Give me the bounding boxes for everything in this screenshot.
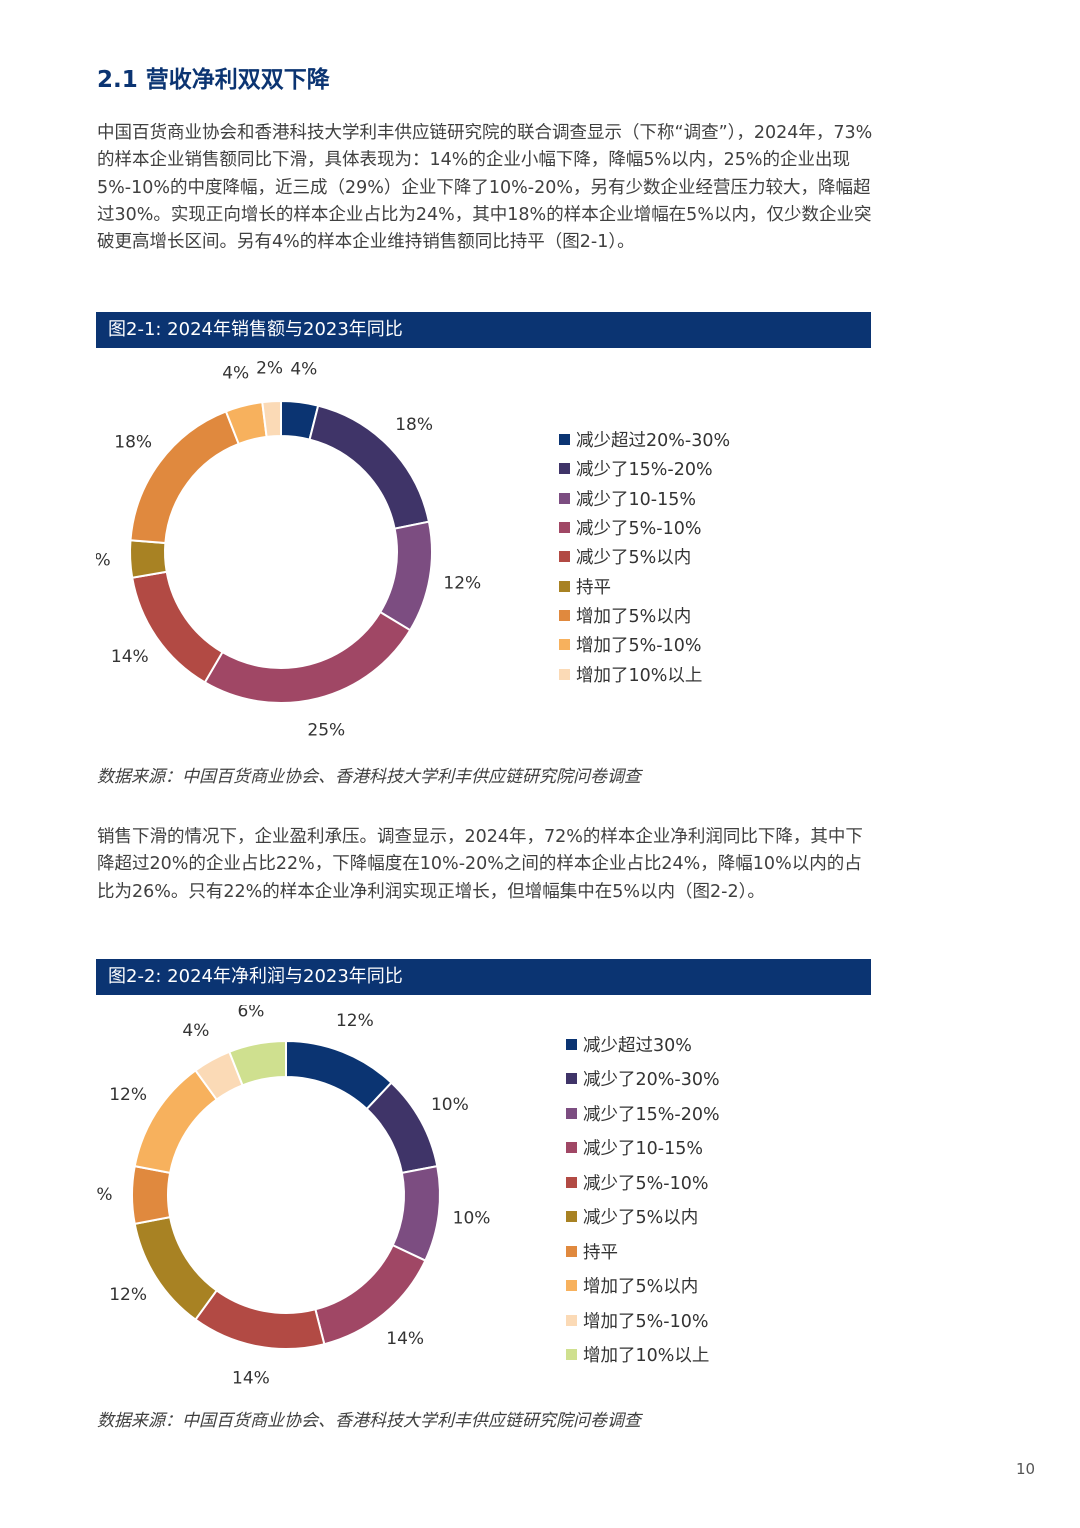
legend-swatch bbox=[566, 1073, 577, 1085]
legend-item: 减少了10-15% bbox=[566, 1131, 720, 1166]
donut-slice bbox=[391, 1164, 441, 1262]
legend-item: 减少了5%-10% bbox=[566, 1165, 720, 1200]
slice-value-label: 12% bbox=[109, 1285, 147, 1305]
slice-value-label: 12% bbox=[336, 1011, 374, 1031]
legend-item: 增加了5%以内 bbox=[559, 601, 730, 630]
legend-label: 持平 bbox=[583, 1242, 618, 1263]
slice-value-label: 10% bbox=[453, 1208, 491, 1228]
legend-swatch bbox=[566, 1038, 577, 1050]
legend-label: 减少了5%以内 bbox=[583, 1208, 699, 1229]
legend-item: 减少了5%以内 bbox=[559, 542, 730, 571]
donut-slice bbox=[378, 520, 433, 632]
legend-item: 增加了5%-10% bbox=[559, 630, 730, 659]
slice-value-label: 10% bbox=[431, 1095, 469, 1115]
legend-label: 减少了10-15% bbox=[583, 1139, 703, 1160]
donut-slice bbox=[261, 399, 282, 439]
donut-slice bbox=[203, 610, 412, 704]
legend-swatch bbox=[566, 1314, 577, 1326]
legend-label: 增加了5%-10% bbox=[576, 636, 702, 657]
slice-value-label: 4% bbox=[182, 1021, 209, 1041]
legend-label: 减少了5%以内 bbox=[576, 548, 692, 569]
legend-label: 减少了5%-10% bbox=[583, 1173, 709, 1194]
legend-label: 减少了15%-20% bbox=[576, 460, 713, 481]
section-heading: 2.1 营收净利双双下降 bbox=[97, 67, 330, 93]
donut-chart-profit: 12% 10% 10% 14% 14% 12% 6% 12% 4% 6% bbox=[96, 1005, 491, 1389]
slice-value-label: 14% bbox=[232, 1369, 270, 1389]
legend-swatch bbox=[566, 1176, 577, 1188]
slice-value-label: 25% bbox=[307, 720, 345, 740]
legend-swatch bbox=[559, 580, 570, 592]
slice-value-label: 14% bbox=[386, 1329, 424, 1349]
slice-value-label: 18% bbox=[114, 432, 152, 452]
legend-swatch bbox=[559, 609, 570, 621]
donut-chart-sales: 4% 18% 12% 25% 14% 4% 18% 4% 2% bbox=[96, 358, 481, 740]
slice-value-label: 4% bbox=[96, 551, 111, 571]
legend-swatch bbox=[559, 522, 570, 534]
slice-value-label: 6% bbox=[96, 1185, 112, 1205]
legend-swatch bbox=[559, 551, 570, 563]
legend-swatch bbox=[559, 639, 570, 651]
legend-item: 持平 bbox=[566, 1234, 720, 1269]
legend-label: 持平 bbox=[576, 577, 611, 598]
legend-label: 减少了5%-10% bbox=[576, 519, 702, 540]
legend-item: 减少了15%-20% bbox=[559, 454, 730, 483]
slice-value-label: 2% bbox=[256, 358, 283, 378]
legend-swatch bbox=[566, 1280, 577, 1292]
legend-item: 减少了10-15% bbox=[559, 484, 730, 513]
donut-slice bbox=[365, 1081, 439, 1175]
slice-value-label: 18% bbox=[395, 415, 433, 435]
legend-swatch bbox=[566, 1142, 577, 1154]
slice-value-label: 4% bbox=[290, 359, 317, 379]
legend-profit: 减少超过30% 减少了20%-30% 减少了15%-20% 减少了10-15% 减少了5… bbox=[566, 1027, 720, 1372]
donut-slice bbox=[228, 1039, 287, 1087]
legend-sales: 减少超过20%-30% 减少了15%-20% 减少了10-15% 减少了5%-10% 减… bbox=[559, 425, 730, 689]
legend-swatch bbox=[559, 434, 570, 446]
source-note-1: 数据来源：中国百货商业协会、香港科技大学利丰供应链研究院问卷调查 bbox=[97, 767, 641, 787]
legend-label: 增加了10%以上 bbox=[576, 665, 703, 686]
legend-item: 增加了10%以上 bbox=[566, 1338, 720, 1373]
donut-slice bbox=[131, 1164, 172, 1226]
legend-label: 减少了15%-20% bbox=[583, 1104, 720, 1125]
figure-2-2-title-bar: 图2-2: 2024年净利润与2023年同比 bbox=[96, 959, 871, 995]
legend-label: 增加了10%以上 bbox=[583, 1346, 710, 1367]
legend-swatch bbox=[566, 1245, 577, 1257]
legend-item: 减少超过20%-30% bbox=[559, 425, 730, 454]
legend-swatch bbox=[559, 668, 570, 680]
slice-value-label: 12% bbox=[443, 573, 481, 593]
legend-item: 减少了5%以内 bbox=[566, 1200, 720, 1235]
legend-item: 减少了5%-10% bbox=[559, 513, 730, 542]
donut-slice bbox=[129, 539, 168, 579]
source-note-2: 数据来源：中国百货商业协会、香港科技大学利丰供应链研究院问卷调查 bbox=[97, 1411, 641, 1431]
legend-item: 减少超过30% bbox=[566, 1027, 720, 1062]
legend-item: 增加了5%以内 bbox=[566, 1269, 720, 1304]
legend-label: 减少超过30% bbox=[583, 1035, 692, 1056]
slice-value-label: 4% bbox=[222, 364, 249, 384]
legend-label: 增加了5%-10% bbox=[583, 1311, 709, 1332]
paragraph-profit: 销售下滑的情况下，企业盈利承压。调查显示，2024年，72%的样本企业净利润同比… bbox=[97, 827, 863, 902]
page-number: 10 bbox=[1016, 1460, 1036, 1478]
legend-swatch bbox=[566, 1211, 577, 1223]
legend-item: 持平 bbox=[559, 571, 730, 600]
legend-swatch bbox=[566, 1349, 577, 1361]
legend-item: 减少了15%-20% bbox=[566, 1096, 720, 1131]
legend-label: 减少超过20%-30% bbox=[576, 431, 731, 452]
figure-2-1-title-bar: 图2-1: 2024年销售额与2023年同比 bbox=[96, 312, 871, 348]
slice-value-label: 12% bbox=[109, 1085, 147, 1105]
legend-item: 减少了20%-30% bbox=[566, 1062, 720, 1097]
legend-label: 减少了20%-30% bbox=[583, 1070, 720, 1091]
slice-value-label: 6% bbox=[237, 1005, 264, 1021]
legend-swatch bbox=[566, 1107, 577, 1119]
donut-slice bbox=[129, 410, 240, 545]
donut-slice bbox=[194, 1289, 326, 1350]
legend-swatch bbox=[559, 463, 570, 475]
legend-swatch bbox=[559, 492, 570, 504]
slice-value-label: 14% bbox=[111, 647, 149, 667]
legend-item: 增加了5%-10% bbox=[566, 1303, 720, 1338]
legend-label: 减少了10-15% bbox=[576, 489, 696, 510]
legend-item: 增加了10%以上 bbox=[559, 659, 730, 688]
legend-label: 增加了5%以内 bbox=[576, 606, 692, 627]
paragraph-sales: 中国百货商业协会和香港科技大学利丰供应链研究院的联合调查显示（下称“调查”），2… bbox=[97, 123, 873, 253]
legend-label: 增加了5%以内 bbox=[583, 1277, 699, 1298]
